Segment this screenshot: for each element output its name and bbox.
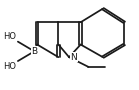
Text: HO: HO [3,32,17,41]
Text: HO: HO [3,62,17,71]
Text: B: B [31,47,37,56]
Text: N: N [70,53,77,62]
